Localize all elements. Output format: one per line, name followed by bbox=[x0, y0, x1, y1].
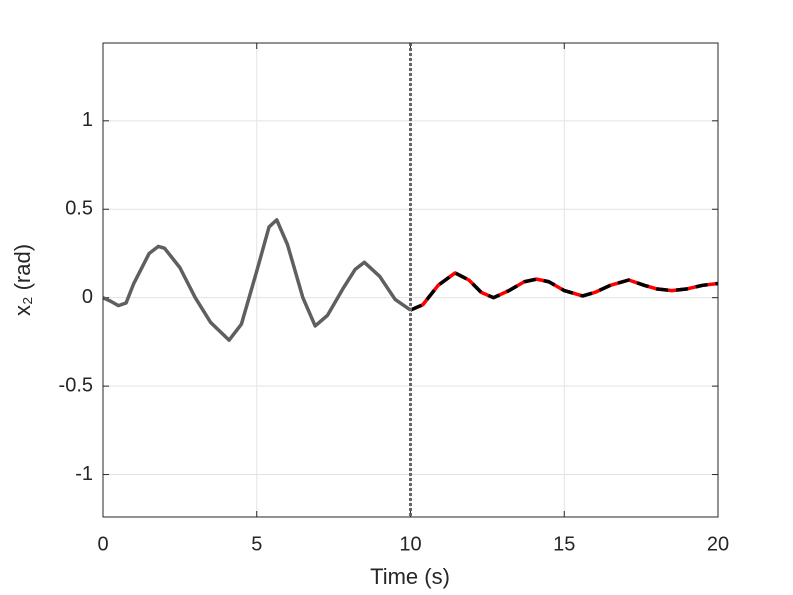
y-tick-label: -0.5 bbox=[59, 374, 93, 396]
y-tick-label: -1 bbox=[75, 463, 93, 485]
line-series bbox=[409, 271, 719, 312]
y-axis-label: x₂ (rad) bbox=[10, 244, 35, 316]
y-tick-label: 0.5 bbox=[65, 198, 93, 220]
x-tick-label: 5 bbox=[251, 533, 262, 555]
x-tick-label: 0 bbox=[97, 533, 108, 555]
x-tick-label: 10 bbox=[399, 533, 421, 555]
y-tick-label: 1 bbox=[82, 109, 93, 131]
x-axis-label: Time (s) bbox=[370, 564, 450, 589]
line-series bbox=[102, 218, 412, 342]
x-tick-label: 15 bbox=[553, 533, 575, 555]
y-tick-label: 0 bbox=[82, 286, 93, 308]
axes-box bbox=[102, 42, 719, 518]
x-tick-label: 20 bbox=[707, 533, 729, 555]
